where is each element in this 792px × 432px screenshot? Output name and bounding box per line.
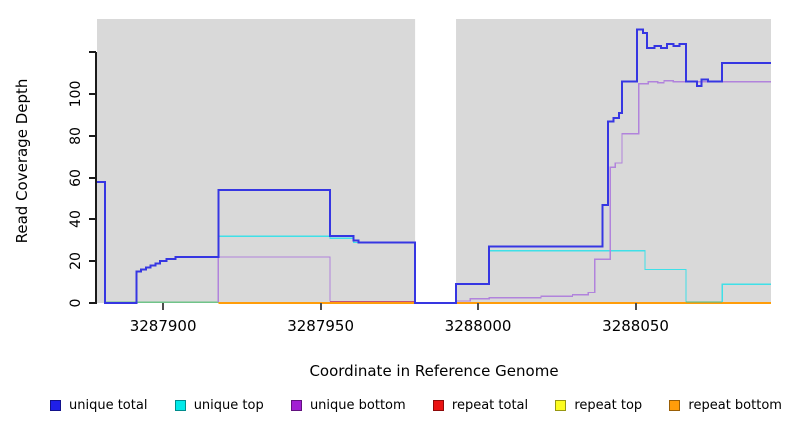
chart-canvas — [97, 19, 771, 304]
legend: unique total unique top unique bottom repea… — [0, 398, 792, 413]
legend-label: repeat total — [451, 398, 529, 413]
legend-swatch-icon — [432, 400, 444, 411]
y-tick — [89, 51, 96, 54]
series-line-unique-bottom — [217, 256, 331, 302]
series-line-unique-top — [456, 250, 687, 302]
legend-item-unique-total: unique total — [50, 398, 147, 413]
coverage-gap-band — [415, 19, 457, 303]
y-tick-label: 80 — [68, 127, 84, 145]
x-tick-label: 3288050 — [602, 317, 669, 335]
x-tick-label: 3287900 — [129, 317, 197, 335]
x-axis-title: Coordinate in Reference Genome — [309, 362, 559, 380]
y-tick-label: 0 — [68, 298, 84, 308]
y-tick — [89, 134, 96, 137]
y-tick — [89, 218, 96, 221]
series-line-unique-top — [721, 283, 771, 302]
y-tick-label: 40 — [68, 210, 84, 229]
legend-label: repeat bottom — [688, 398, 782, 413]
x-tick — [634, 303, 637, 310]
y-axis-line — [95, 52, 97, 304]
x-tick-label: 3288000 — [444, 317, 512, 335]
y-tick — [89, 260, 96, 263]
legend-item-repeat-top: repeat top — [555, 398, 642, 413]
y-tick — [89, 176, 96, 179]
y-tick-label: 100 — [68, 80, 84, 108]
y-tick-label: 60 — [68, 168, 84, 187]
y-axis-title: Read Coverage Depth — [13, 78, 31, 244]
plot-panel — [97, 19, 771, 304]
x-tick — [319, 303, 322, 310]
legend-swatch-icon — [290, 400, 302, 411]
legend-item-repeat-bottom: repeat bottom — [669, 398, 782, 413]
series-line-unique-top — [217, 235, 416, 303]
series-line-unique-bottom — [456, 79, 771, 302]
legend-swatch-icon — [669, 400, 681, 411]
series-line-unique-total — [97, 28, 771, 304]
legend-swatch-icon — [555, 400, 567, 411]
legend-label: unique bottom — [309, 398, 406, 413]
x-tick-label: 3287950 — [287, 317, 355, 335]
legend-swatch-icon — [174, 400, 186, 411]
legend-label: repeat top — [574, 398, 643, 413]
legend-swatch-icon — [50, 400, 61, 411]
x-tick — [162, 303, 165, 310]
legend-label: unique top — [193, 398, 264, 413]
legend-item-unique-bottom: unique bottom — [290, 398, 406, 413]
legend-item-unique-top: unique top — [174, 398, 264, 413]
legend-label: unique total — [69, 398, 148, 413]
x-tick — [477, 303, 480, 310]
y-tick — [89, 93, 96, 96]
y-tick-label: 20 — [68, 252, 84, 271]
y-tick — [89, 302, 96, 304]
legend-item-repeat-total: repeat total — [432, 398, 529, 413]
